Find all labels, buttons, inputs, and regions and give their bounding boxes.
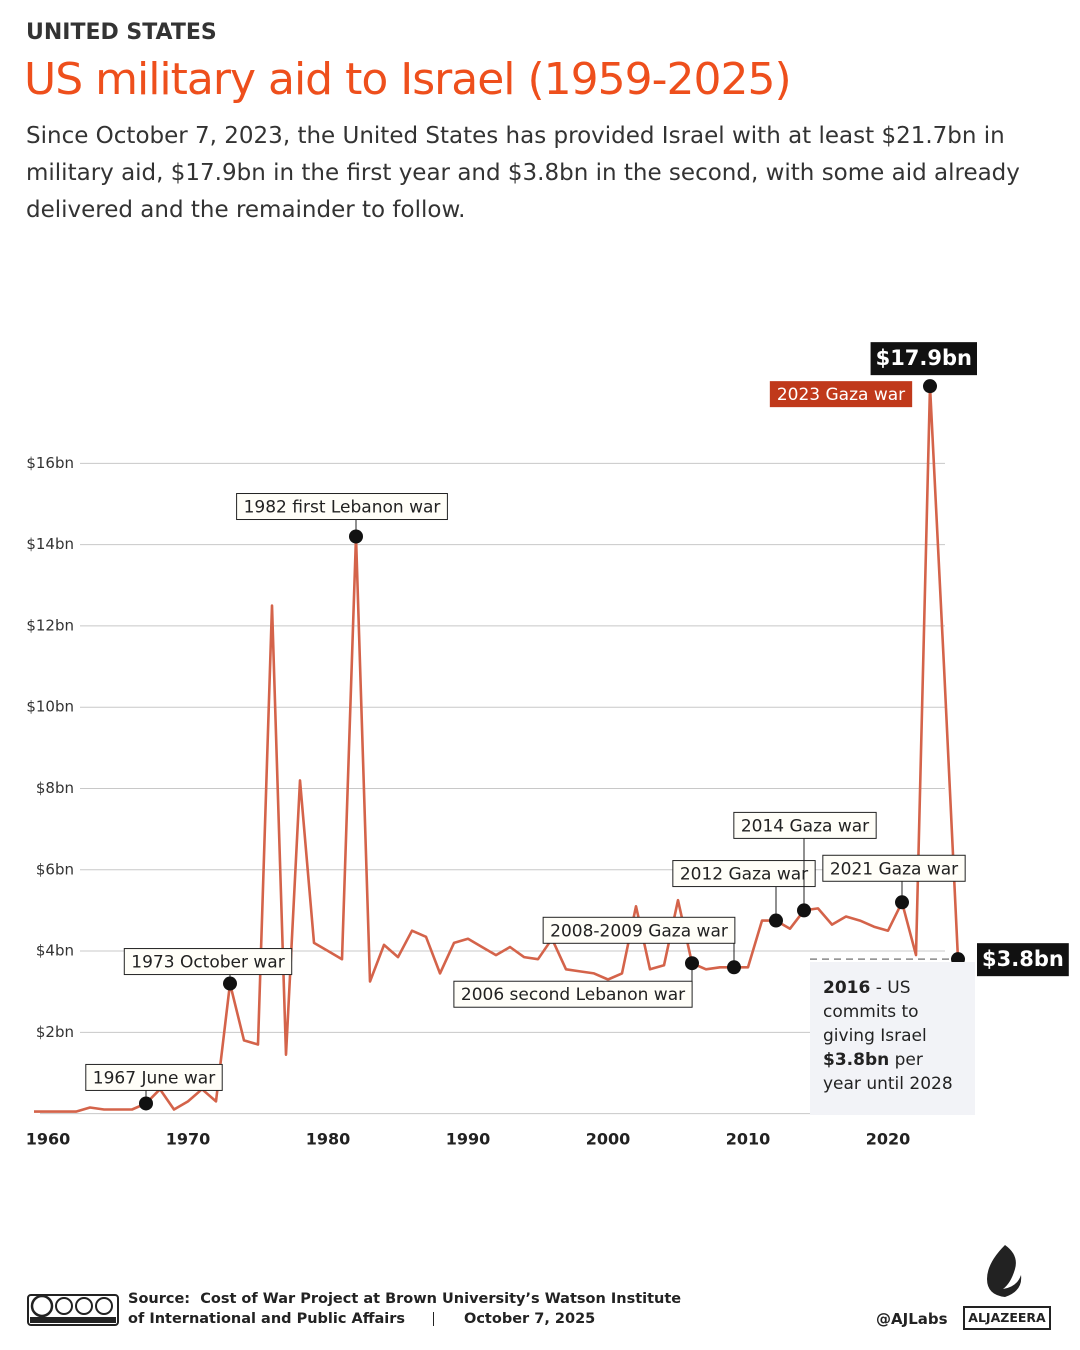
credit: @AJLabs xyxy=(876,1310,948,1328)
annotation-label: 2008-2009 Gaza war xyxy=(550,921,728,941)
annotation-box xyxy=(769,381,913,408)
y-tick-label: $16bn xyxy=(26,454,74,472)
value-label: $17.9bn xyxy=(876,346,972,370)
annotation-dot xyxy=(797,903,811,918)
chart-title: US military aid to Israel (1959-2025) xyxy=(24,54,792,105)
annotation-label: 2023 Gaza war xyxy=(777,385,905,405)
y-tick-label: $4bn xyxy=(36,942,74,960)
annotation: 2021 Gaza war xyxy=(822,854,966,903)
annotation-box xyxy=(733,811,877,839)
annotation-box xyxy=(822,854,966,882)
note-year: 2016 xyxy=(823,978,871,998)
note-text: - US commits to giving Israel xyxy=(823,978,927,1046)
y-tick-label: $14bn xyxy=(26,535,74,553)
note-rest: per year until 2028 xyxy=(823,1050,953,1094)
value-label-box xyxy=(977,943,1069,977)
source-text: Cost of War Project at Brown University’… xyxy=(128,1291,682,1327)
annotation: 1973 October war xyxy=(123,948,293,984)
y-tick-label: $2bn xyxy=(36,1023,74,1041)
x-tick-label: 2000 xyxy=(586,1130,631,1149)
annotation: 2023 Gaza war xyxy=(769,381,913,408)
annotation: 2008-2009 Gaza war xyxy=(542,916,736,968)
annotation-box xyxy=(542,916,736,944)
y-tick-label: $10bn xyxy=(26,698,74,716)
y-tick-label: $8bn xyxy=(36,779,74,797)
annotation-label: 2014 Gaza war xyxy=(741,816,869,836)
y-tick-label: $6bn xyxy=(36,860,74,878)
brand: ALJAZEERA xyxy=(963,1306,1051,1330)
annotation-box xyxy=(123,948,293,976)
kicker: UNITED STATES xyxy=(26,20,217,45)
x-tick-label: 2020 xyxy=(866,1130,911,1149)
x-tick-label: 2010 xyxy=(726,1130,771,1149)
x-tick-label: 1960 xyxy=(26,1130,71,1149)
annotation: 1967 June war xyxy=(85,1063,223,1104)
x-tick-label: 1980 xyxy=(306,1130,351,1149)
value-label-box xyxy=(870,342,977,376)
annotation-box xyxy=(672,860,816,888)
annotation-label: 1982 first Lebanon war xyxy=(244,498,441,518)
annotation: 2012 Gaza war xyxy=(672,860,816,921)
annotation-box xyxy=(85,1063,223,1091)
annotation-box xyxy=(453,980,693,1008)
annotation-dot xyxy=(139,1096,153,1111)
annotation-dot xyxy=(349,529,363,544)
annotation: 2014 Gaza war xyxy=(733,811,877,911)
annotation-dot xyxy=(223,976,237,991)
annotation-label: 2006 second Lebanon war xyxy=(461,985,685,1005)
annotation-dot xyxy=(727,960,741,975)
x-tick-label: 1990 xyxy=(446,1130,491,1149)
annotation-dot xyxy=(685,956,699,971)
note: 2016 - US commits to giving Israel $3.8b… xyxy=(810,962,975,1115)
y-tick-label: $12bn xyxy=(26,616,74,634)
subtitle: Since October 7, 2023, the United States… xyxy=(26,123,1020,223)
date: October 7, 2025 xyxy=(433,1312,595,1326)
aljazeera-emblem xyxy=(987,1245,1022,1297)
annotation-box xyxy=(236,493,448,521)
annotation: 2006 second Lebanon war xyxy=(453,963,693,1008)
cc-license-icon xyxy=(27,1294,119,1326)
annotation-dot xyxy=(923,379,937,394)
annotation-label: 2012 Gaza war xyxy=(680,865,808,885)
source-label: Source: xyxy=(128,1291,191,1307)
annotation: 1982 first Lebanon war xyxy=(236,493,448,537)
annotation-dot xyxy=(769,913,783,928)
annotation-label: 1967 June war xyxy=(93,1068,215,1088)
annotation-dot xyxy=(895,895,909,910)
x-tick-label: 1970 xyxy=(166,1130,211,1149)
note-amount: $3.8bn xyxy=(823,1050,890,1070)
source: Source: Cost of War Project at Brown Uni… xyxy=(128,1289,688,1329)
value-label: $3.8bn xyxy=(982,947,1064,971)
annotation-label: 2021 Gaza war xyxy=(830,859,958,879)
annotation-label: 1973 October war xyxy=(131,953,284,973)
